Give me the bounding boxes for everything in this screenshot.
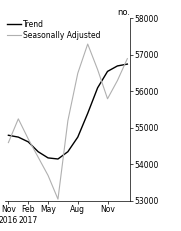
- Trend: [37, 150, 39, 153]
- Seasonally Adjusted: [47, 174, 49, 177]
- Seasonally Adjusted: [116, 79, 119, 82]
- Trend: [17, 136, 19, 138]
- Seasonally Adjusted: [77, 72, 79, 75]
- Seasonally Adjusted: [96, 68, 99, 71]
- Text: no.: no.: [117, 8, 130, 17]
- Seasonally Adjusted: [27, 137, 29, 140]
- Trend: [7, 134, 9, 137]
- Trend: [96, 86, 99, 89]
- Line: Trend: Trend: [8, 64, 127, 159]
- Legend: Trend, Seasonally Adjusted: Trend, Seasonally Adjusted: [7, 20, 100, 40]
- Trend: [47, 157, 49, 159]
- Seasonally Adjusted: [87, 43, 89, 46]
- Trend: [116, 64, 119, 67]
- Seasonally Adjusted: [7, 141, 9, 144]
- Trend: [126, 63, 129, 65]
- Seasonally Adjusted: [37, 156, 39, 158]
- Seasonally Adjusted: [126, 57, 129, 60]
- Seasonally Adjusted: [67, 119, 69, 122]
- Seasonally Adjusted: [17, 117, 19, 120]
- Trend: [106, 70, 109, 73]
- Line: Seasonally Adjusted: Seasonally Adjusted: [8, 44, 127, 199]
- Trend: [77, 136, 79, 138]
- Trend: [27, 140, 29, 143]
- Trend: [87, 112, 89, 115]
- Seasonally Adjusted: [57, 198, 59, 201]
- Trend: [67, 150, 69, 153]
- Seasonally Adjusted: [106, 97, 109, 100]
- Trend: [57, 158, 59, 160]
